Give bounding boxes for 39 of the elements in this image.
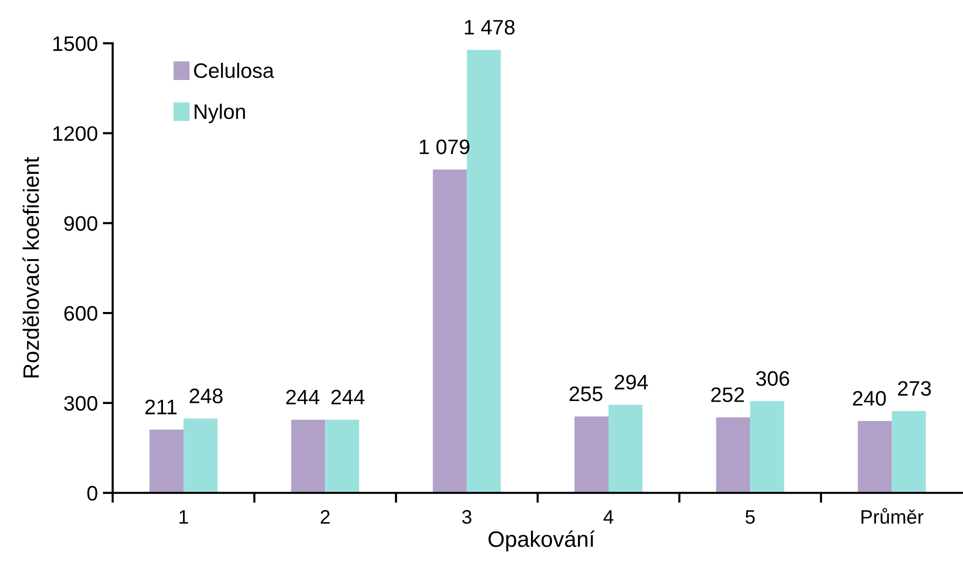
data-label: 255 xyxy=(570,386,602,402)
x-tick-label: 5 xyxy=(746,510,755,524)
x-tick-label: 3 xyxy=(462,510,472,524)
bar xyxy=(716,417,750,493)
x-axis-title: Opakování xyxy=(488,530,595,552)
y-axis-title: Rozdělovací koeficient xyxy=(22,157,40,378)
y-tick-label: 300 xyxy=(64,396,98,411)
y-tick-label: 900 xyxy=(64,216,98,231)
bar xyxy=(892,411,926,493)
x-tick-label: 4 xyxy=(604,510,614,524)
bar xyxy=(432,169,467,493)
data-label: 244 xyxy=(286,390,320,404)
x-tick-label: Průměr xyxy=(862,508,924,524)
bar xyxy=(184,418,218,493)
bar xyxy=(325,420,360,493)
bar xyxy=(291,420,326,493)
bar xyxy=(750,401,784,493)
bar xyxy=(574,416,608,493)
data-label: 1 079 xyxy=(420,139,470,154)
data-label: 252 xyxy=(711,387,744,402)
data-label: 211 xyxy=(145,400,177,414)
y-tick-label: 600 xyxy=(64,306,98,321)
data-label: 273 xyxy=(898,381,931,396)
x-tick-label: 1 xyxy=(180,510,188,524)
data-label: 294 xyxy=(614,374,648,390)
bar xyxy=(150,430,184,493)
y-tick-label: 0 xyxy=(87,486,98,501)
x-tick-label: 2 xyxy=(320,510,330,524)
legend-label: Celulosa xyxy=(194,62,274,78)
bar xyxy=(608,404,642,493)
bar xyxy=(858,420,892,493)
y-tick-label: 1200 xyxy=(53,126,98,141)
data-label: 248 xyxy=(190,388,223,404)
data-label: 306 xyxy=(756,371,790,386)
data-label: 244 xyxy=(331,390,364,404)
data-label: 240 xyxy=(852,390,886,406)
data-label: 1 478 xyxy=(464,20,515,35)
legend-label: Nylon xyxy=(194,104,245,124)
y-tick-label: 1500 xyxy=(53,36,98,52)
